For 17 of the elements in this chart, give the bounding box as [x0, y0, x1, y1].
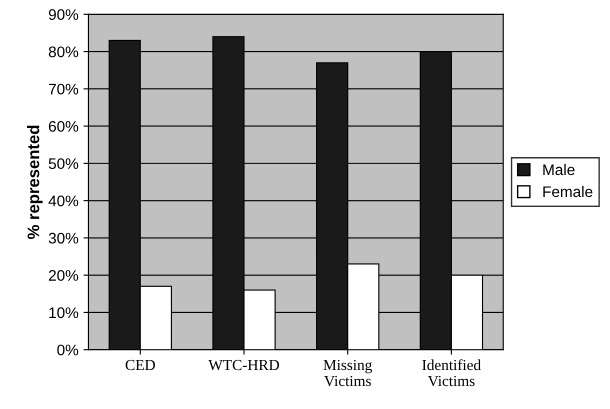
x-tick-label: Missing Victims: [324, 360, 372, 386]
y-tick-label: 10%: [49, 307, 78, 318]
legend-label: Female: [543, 186, 592, 198]
y-tick-label: 40%: [48, 196, 78, 206]
y-axis-title: % represented: [27, 126, 43, 240]
y-tick-label: 0%: [57, 344, 78, 356]
y-tick-label: 50%: [48, 158, 78, 170]
x-tick-label: CED: [126, 360, 155, 370]
legend-label: Male: [543, 164, 575, 176]
y-tick-label: 20%: [48, 270, 78, 281]
x-tick-label: WTC-HRD: [208, 360, 280, 370]
y-tick-label: 30%: [48, 232, 78, 244]
y-tick-label: 60%: [48, 120, 78, 132]
y-tick-label: 90%: [48, 9, 78, 20]
y-tick-label: 80%: [48, 46, 78, 58]
y-tick-label: 70%: [48, 84, 78, 95]
x-tick-label: Identified Victims: [422, 359, 481, 386]
